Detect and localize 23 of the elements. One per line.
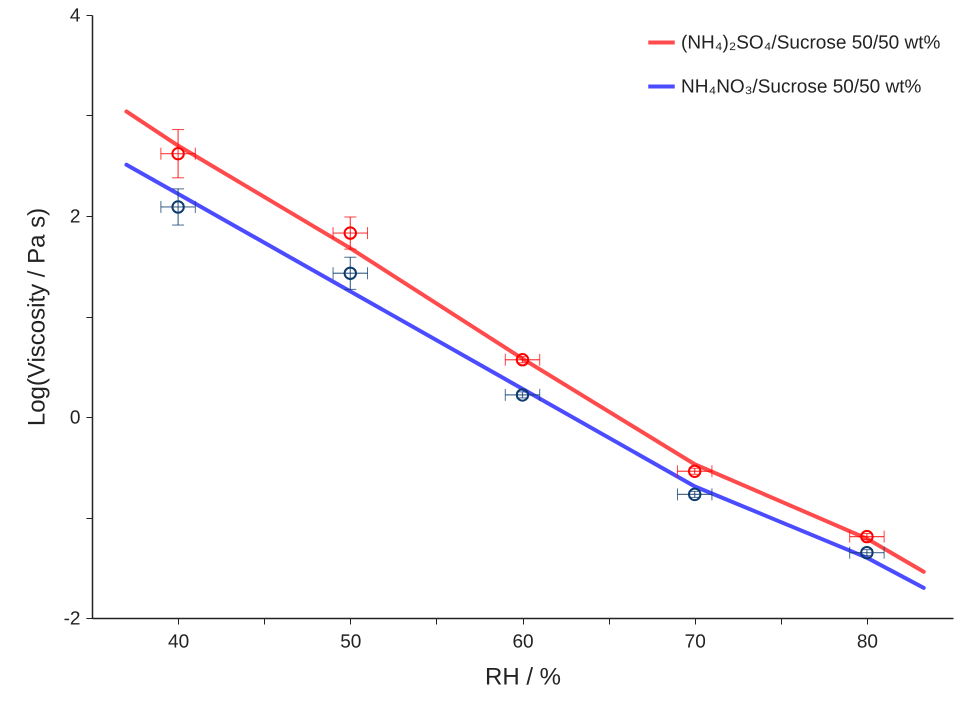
point bbox=[860, 546, 874, 560]
x-tick-label: 80 bbox=[856, 632, 878, 652]
y-tick-label: 2 bbox=[70, 206, 80, 228]
y-tick-label: -2 bbox=[64, 608, 80, 630]
y-tick-label: 4 bbox=[70, 6, 81, 26]
x-tick-label: 70 bbox=[684, 632, 706, 652]
x-axis-title: RH / % bbox=[484, 664, 562, 690]
legend-label: NH₄NO₃/Sucrose 50/50 wt% bbox=[681, 76, 922, 98]
y-tick-label: 0 bbox=[70, 408, 80, 428]
point bbox=[688, 488, 702, 502]
point bbox=[171, 147, 185, 160]
point bbox=[171, 200, 185, 214]
y-axis-title: Log(Viscosity / Pa s) bbox=[24, 208, 51, 426]
x-tick-label: 50 bbox=[340, 632, 362, 652]
point bbox=[344, 266, 357, 280]
legend-label: (NH₄)₂SO₄/Sucrose 50/50 wt% bbox=[681, 32, 941, 54]
point bbox=[516, 388, 530, 402]
x-tick-label: 60 bbox=[512, 632, 534, 652]
point bbox=[688, 464, 702, 478]
point bbox=[516, 353, 530, 366]
x-tick-label: 40 bbox=[168, 632, 190, 652]
point bbox=[344, 226, 357, 240]
point bbox=[860, 530, 874, 544]
